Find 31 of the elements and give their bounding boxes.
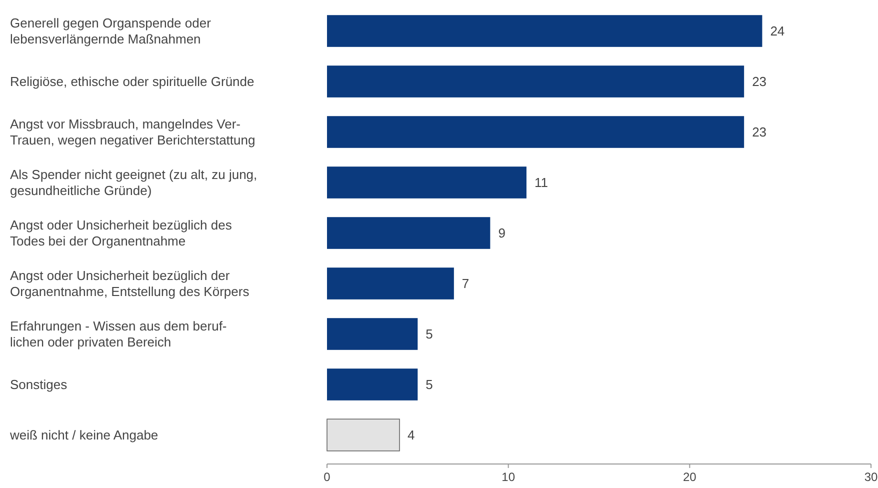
data-label: 23 <box>752 124 767 140</box>
data-label: 11 <box>534 175 548 190</box>
bar <box>326 418 400 452</box>
bar <box>327 217 490 249</box>
bar <box>327 15 762 47</box>
y-tick-label: Religiöse, ethische oder spirituelle Gründe <box>10 74 254 90</box>
y-tick-label: Generell gegen Organspende oder lebensverlängernde Maßnahmen <box>10 16 212 47</box>
y-tick-label: Angst vor Missbrauch, mangelndes Ver- Trauen, wegen negativer Berichterstattung <box>10 116 256 148</box>
y-tick-label: Sonstiges <box>10 377 68 392</box>
x-tick-label: 30 <box>864 470 878 484</box>
bar <box>327 66 744 98</box>
bar <box>327 368 418 400</box>
y-tick-label: weiß nicht / keine Angabe <box>9 428 158 443</box>
data-label: 5 <box>426 326 433 342</box>
y-tick-label: Als Spender nicht geeignet (zu alt, zu jung, gesundheitliche Gründe) <box>10 167 258 198</box>
data-label: 24 <box>770 24 785 39</box>
bar <box>327 268 454 300</box>
y-tick-label: Angst oder Unsicherheit bezüglich des Todes bei der Organentnahme <box>10 218 232 249</box>
x-tick-label: 0 <box>324 470 331 484</box>
data-label: 5 <box>426 377 433 392</box>
bar <box>327 116 744 148</box>
y-tick-label: Angst oder Unsicherheit bezüglich der Organentnahme, Entstellung des Körpers <box>10 268 250 300</box>
data-label: 23 <box>752 74 767 90</box>
bar <box>327 166 526 198</box>
x-tick-label: 10 <box>502 470 516 484</box>
bar <box>327 318 418 350</box>
x-tick-label: 20 <box>682 470 697 484</box>
data-label: 7 <box>462 276 470 292</box>
data-label: 9 <box>498 226 506 241</box>
data-label: 4 <box>408 428 415 443</box>
y-tick-label: Erfahrungen - Wissen aus dem beruf- lichen oder privaten Bereich <box>10 318 227 350</box>
